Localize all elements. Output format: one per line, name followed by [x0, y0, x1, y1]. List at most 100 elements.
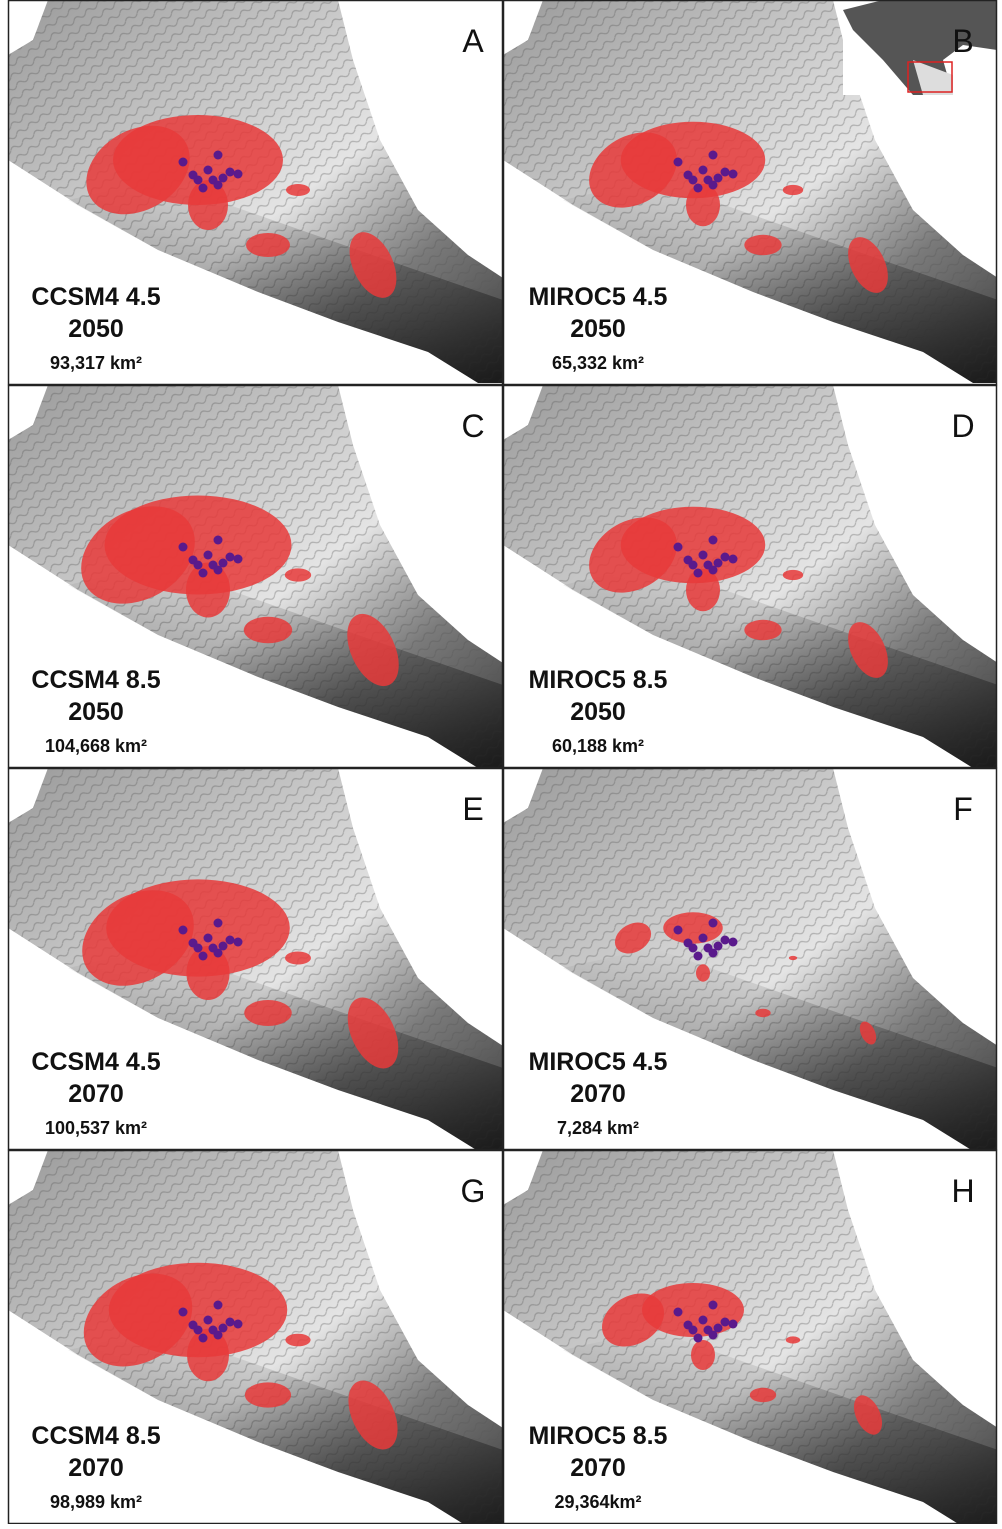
mountain-shade [563, 565, 997, 768]
suitable-blob [244, 1382, 292, 1408]
suitable-blob [86, 125, 190, 215]
suitable-blob [782, 569, 804, 581]
coast-shade [8, 160, 478, 383]
occurrence-point [693, 183, 703, 193]
occurrence-point [213, 918, 223, 928]
coast-shade [503, 1310, 959, 1524]
occurrence-point [213, 948, 223, 958]
coast-shade [8, 928, 477, 1150]
area-label: 60,188 km² [552, 736, 644, 756]
occurrence-point [698, 933, 708, 943]
area-label: 7,284 km² [557, 1118, 639, 1138]
model-label: CCSM4 4.5 [31, 1048, 160, 1076]
occurrence-point [708, 1300, 718, 1310]
occurrence-point [193, 560, 203, 570]
suitable-area [614, 912, 877, 1045]
inset-highlight [913, 60, 953, 95]
suitable-blob [788, 955, 798, 961]
model-label: MIROC5 4.5 [529, 1048, 668, 1076]
occurrence-point [708, 948, 718, 958]
occurrence-point [673, 157, 683, 167]
suitable-blob [246, 233, 290, 257]
occurrence-point [198, 568, 208, 578]
year-label: 2050 [570, 698, 626, 726]
occurrence-point [178, 1307, 188, 1317]
suitable-area [82, 879, 399, 1069]
panel-letter: G [461, 1173, 486, 1209]
map-content [503, 1150, 997, 1524]
occurrence-point [225, 552, 235, 562]
suitable-blob [744, 234, 782, 256]
occurrence-point [218, 941, 228, 951]
occurrence-point [713, 941, 723, 951]
occurrence-point [708, 535, 718, 545]
occurrence-point [218, 1323, 228, 1333]
occurrence-point [233, 169, 243, 179]
occurrence-point [203, 165, 213, 175]
occurrence-point [728, 554, 738, 564]
suitable-blob [347, 997, 399, 1069]
panel-border [7, 384, 504, 769]
year-label: 2050 [68, 315, 124, 343]
suitable-blob [642, 1283, 744, 1337]
suitable-blob [602, 1293, 664, 1347]
suitable-area [589, 506, 888, 678]
suitable-blob [347, 613, 399, 687]
year-label: 2070 [68, 1454, 124, 1482]
map-content [503, 385, 997, 768]
suitable-area [86, 115, 397, 298]
occurrence-point [178, 925, 188, 935]
mountain-shade [68, 565, 503, 768]
area-label: 98,989 km² [50, 1492, 142, 1512]
mountain-shade [68, 1330, 503, 1524]
inset-land [843, 0, 997, 95]
panel-letter: A [462, 23, 484, 59]
suitable-blob [589, 517, 677, 593]
suitable-blob [83, 1273, 193, 1367]
map-panel: G CCSM4 8.5 2070 98,989 km² [7, 1149, 504, 1525]
occurrence-point [233, 554, 243, 564]
occurrence-point [720, 935, 730, 945]
mountain-shade [563, 1330, 997, 1524]
suitable-blob [188, 180, 228, 230]
occurrence-point [688, 943, 698, 953]
map-panel: H MIROC5 8.5 2070 29,364km² [502, 1149, 998, 1525]
occurrence-point [233, 937, 243, 947]
occurrence-point [213, 1300, 223, 1310]
panel-border [502, 0, 998, 386]
model-label: MIROC5 8.5 [529, 666, 668, 694]
map-content [503, 768, 997, 1150]
map-content [8, 1150, 503, 1524]
occurrence-point [203, 550, 213, 560]
map-panel: D MIROC5 8.5 2050 60,188 km² [502, 384, 998, 769]
coast-shade [503, 160, 973, 383]
suitable-blob [755, 1008, 771, 1018]
year-label: 2070 [68, 1080, 124, 1108]
area-label: 29,364km² [554, 1492, 641, 1512]
occurrence-point [688, 175, 698, 185]
occurrence-point [728, 937, 738, 947]
map-panel: B MIROC5 4.5 2050 65,332 km² [502, 0, 998, 386]
occurrence-point [693, 1333, 703, 1343]
suitable-blob [285, 1333, 311, 1347]
suitable-blob [691, 1340, 715, 1370]
inset-box [907, 61, 953, 93]
occurrence-point [673, 1307, 683, 1317]
coast-shade [8, 1310, 464, 1524]
suitable-area [83, 1262, 398, 1450]
occurrence-point [720, 1317, 730, 1327]
model-label: CCSM4 8.5 [31, 1422, 160, 1450]
occurrence-point [213, 565, 223, 575]
coast-shade [503, 545, 973, 768]
occurrence-point [688, 560, 698, 570]
occurrence-point [193, 175, 203, 185]
mountain-shade [68, 180, 503, 383]
occurrence-point [708, 565, 718, 575]
model-label: MIROC5 8.5 [529, 1422, 668, 1450]
panel-letter: C [461, 408, 484, 444]
occurrence-point [225, 935, 235, 945]
occurrence-point [218, 558, 228, 568]
coast-shade [8, 545, 478, 768]
map-content [8, 768, 503, 1150]
occurrence-point [708, 918, 718, 928]
